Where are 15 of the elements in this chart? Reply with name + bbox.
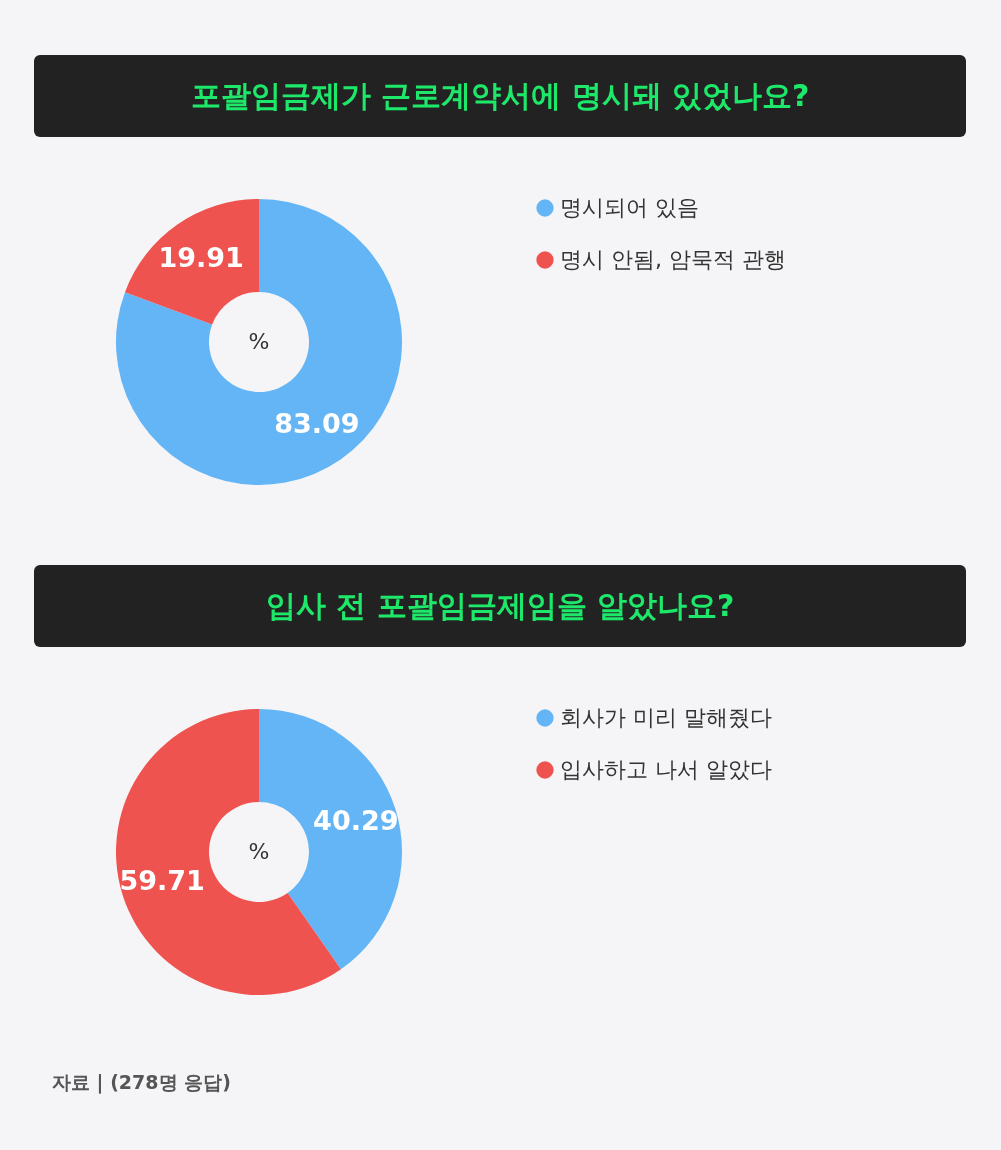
- legend-label: 명시 안됨, 암묵적 관행: [560, 247, 786, 272]
- text: %: [248, 329, 270, 354]
- text: 자료 | (278명 응답): [52, 1070, 231, 1096]
- data-label: 19.91: [158, 241, 244, 273]
- legend-label: 명시되어 있음: [560, 195, 699, 220]
- chart-title: 입사 전 포괄임금제임을 알았나요?: [34, 565, 966, 647]
- donut-slice: [124, 199, 259, 325]
- chart-title: 포괄임금제가 근로계약서에 명시돼 있었나요?: [34, 55, 966, 137]
- data-label: 59.71: [119, 865, 205, 897]
- data-label: 40.29: [313, 804, 399, 836]
- legend-label: 입사하고 나서 알았다: [560, 757, 772, 782]
- legend-label: 회사가 미리 말해줬다: [560, 705, 772, 730]
- text: %: [248, 839, 270, 864]
- data-label: 83.09: [274, 408, 360, 440]
- donut-slice: [116, 199, 402, 485]
